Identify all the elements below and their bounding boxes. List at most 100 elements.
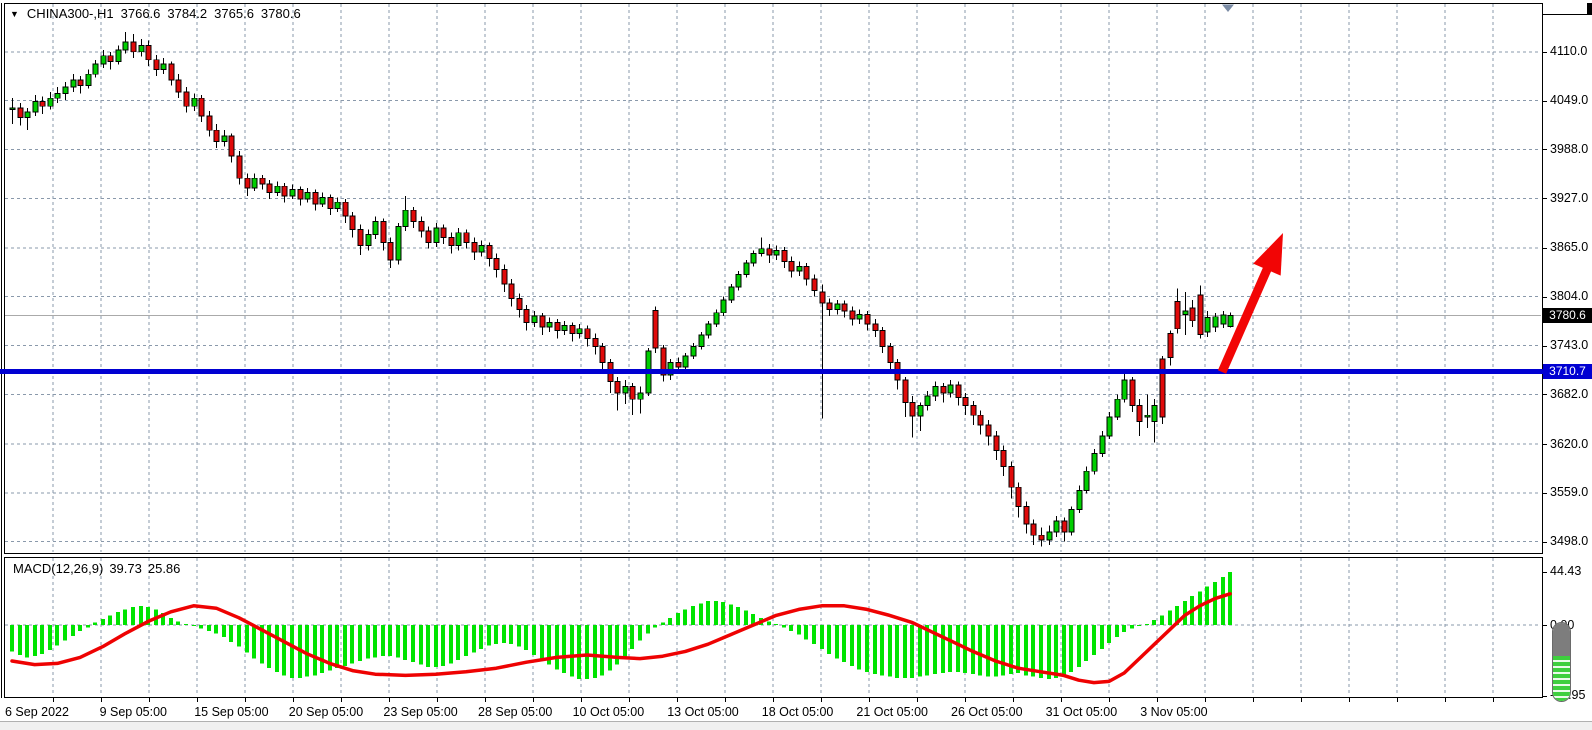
candle — [493, 253, 500, 278]
time-tick-mark — [677, 698, 678, 702]
candle — [1015, 482, 1022, 518]
time-axis-label: 15 Sep 05:00 — [194, 705, 269, 719]
candle — [569, 322, 576, 342]
time-axis-label: 31 Oct 05:00 — [1045, 705, 1118, 719]
candle — [516, 293, 523, 318]
status-bar — [0, 721, 1592, 730]
candle — [130, 34, 137, 59]
ohlc-open: 3766.6 — [120, 6, 161, 21]
candle — [32, 95, 39, 116]
candle — [1083, 466, 1090, 494]
candle — [796, 261, 803, 276]
price-tick-mark — [1543, 149, 1547, 151]
candle — [743, 259, 750, 278]
support-trendline[interactable] — [0, 369, 1592, 374]
candle — [652, 306, 659, 353]
candle — [24, 107, 31, 131]
candle — [259, 175, 266, 190]
candle — [803, 263, 810, 286]
candle — [107, 51, 114, 70]
time-tick-mark — [1301, 698, 1302, 702]
up-arrow-annotation[interactable] — [1190, 218, 1300, 380]
time-axis[interactable]: 6 Sep 2022 9 Sep 05:00 15 Sep 05:00 20 Sep … — [0, 698, 1592, 721]
scroll-capsule-widget[interactable] — [1552, 622, 1571, 702]
time-tick-mark — [965, 698, 966, 702]
macd-indicator-chart[interactable] — [4, 557, 1543, 698]
candle — [879, 327, 886, 353]
candle — [365, 229, 372, 251]
time-tick-mark — [101, 698, 102, 702]
candle — [433, 223, 440, 248]
candle — [471, 237, 478, 260]
candle — [1061, 517, 1068, 542]
candle — [682, 352, 689, 371]
candle — [410, 207, 417, 228]
candle — [728, 283, 735, 304]
candle — [713, 309, 720, 328]
candle — [1136, 399, 1143, 437]
candle — [614, 376, 621, 411]
candle — [1121, 370, 1128, 403]
time-tick-mark — [341, 698, 342, 702]
price-tick-label: 3865.0 — [1550, 240, 1589, 255]
candle — [834, 299, 841, 315]
candle — [523, 304, 530, 331]
time-axis-label: 26 Oct 05:00 — [951, 705, 1023, 719]
candle — [395, 223, 402, 265]
candle — [266, 179, 273, 200]
candle — [425, 226, 432, 249]
candle — [17, 103, 24, 126]
candle — [70, 74, 77, 92]
candle — [122, 31, 129, 54]
candle — [213, 123, 220, 148]
candle — [274, 181, 281, 196]
symbol-dropdown-icon[interactable]: ▼ — [10, 9, 19, 19]
price-tick-label: 4049.0 — [1550, 93, 1589, 108]
candle — [357, 224, 364, 256]
time-tick-mark — [1253, 698, 1254, 702]
candle — [977, 410, 984, 435]
price-axis-top-border — [1543, 14, 1592, 15]
candle — [1000, 445, 1007, 477]
candle — [387, 237, 394, 268]
price-tick-label: 4110.0 — [1550, 44, 1588, 59]
time-tick-mark — [1013, 698, 1014, 702]
macd-main-value: 39.73 — [109, 561, 142, 576]
candle — [455, 227, 462, 251]
candle — [289, 184, 296, 200]
time-tick-mark — [1493, 698, 1494, 702]
price-tick-label: 3498.0 — [1550, 534, 1589, 549]
candle — [705, 320, 712, 339]
candle — [153, 54, 160, 76]
price-tick-label: 3927.0 — [1550, 190, 1589, 205]
time-axis-label: 10 Oct 05:00 — [572, 705, 645, 719]
candle — [660, 344, 667, 382]
candle — [993, 431, 1000, 461]
candle — [841, 300, 848, 318]
macd-tick-mark — [1543, 695, 1547, 697]
candle — [758, 237, 765, 257]
price-axis[interactable]: 4110.0 4049.0 3988.0 3927.0 3865.0 3804.0 3743… — [1543, 0, 1592, 730]
candle — [304, 187, 311, 203]
candle — [463, 229, 470, 249]
candlestick-chart[interactable] — [4, 3, 1543, 554]
macd-indicator-label: MACD(12,26,9) 39.73 25.86 — [13, 561, 186, 576]
candle — [508, 279, 515, 307]
support-price-badge: 3710.7 — [1543, 363, 1592, 379]
candle — [1144, 394, 1151, 429]
candle — [319, 192, 326, 208]
time-tick-mark — [149, 698, 150, 702]
candle — [849, 306, 856, 326]
candle — [440, 224, 447, 244]
candle — [327, 194, 334, 216]
chart-title: ▼ CHINA300-,H1 3766.6 3784.2 3765.6 3780.6 — [10, 6, 301, 21]
price-tick-mark — [1543, 345, 1547, 347]
time-tick-mark — [629, 698, 630, 702]
candle — [448, 232, 455, 254]
candle — [561, 320, 568, 336]
candle — [1008, 461, 1015, 499]
candle — [1129, 376, 1136, 413]
candle — [750, 250, 757, 267]
candle — [1159, 355, 1166, 425]
candle — [856, 309, 863, 324]
